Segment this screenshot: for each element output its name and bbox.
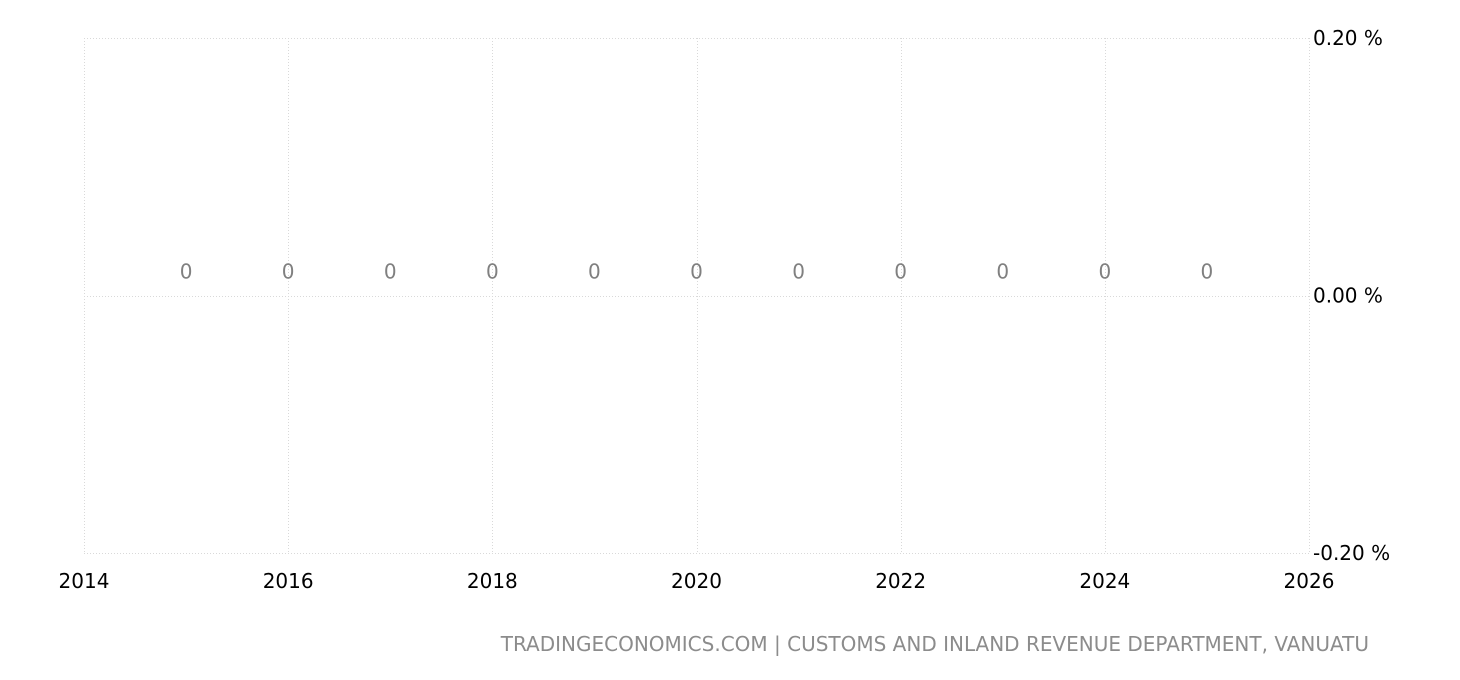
y-tick-label: 0.00 % [1313, 284, 1383, 308]
x-tick-label: 2020 [671, 569, 722, 593]
data-label: 0 [690, 260, 703, 284]
x-tick-label: 2014 [59, 569, 110, 593]
data-labels: 0 0 0 0 0 0 0 0 0 0 0 [180, 260, 1214, 284]
x-tick-label: 2016 [263, 569, 314, 593]
data-label: 0 [588, 260, 601, 284]
x-axis-ticks: 2014 2016 2018 2020 2022 2024 2026 [59, 569, 1335, 593]
y-tick-label: 0.20 % [1313, 26, 1383, 50]
data-label: 0 [894, 260, 907, 284]
data-label: 0 [486, 260, 499, 284]
data-label: 0 [180, 260, 193, 284]
y-axis-ticks: 0.20 % 0.00 % -0.20 % [1313, 26, 1390, 565]
source-credit: TRADINGECONOMICS.COM | CUSTOMS AND INLAN… [500, 632, 1369, 656]
x-tick-label: 2026 [1284, 569, 1335, 593]
data-label: 0 [384, 260, 397, 284]
x-tick-label: 2022 [875, 569, 926, 593]
x-tick-label: 2018 [467, 569, 518, 593]
grid-lines [84, 38, 1310, 554]
data-label: 0 [792, 260, 805, 284]
data-label: 0 [996, 260, 1009, 284]
data-label: 0 [282, 260, 295, 284]
data-label: 0 [1201, 260, 1214, 284]
y-tick-label: -0.20 % [1313, 541, 1390, 565]
data-label: 0 [1098, 260, 1111, 284]
x-tick-label: 2024 [1079, 569, 1130, 593]
